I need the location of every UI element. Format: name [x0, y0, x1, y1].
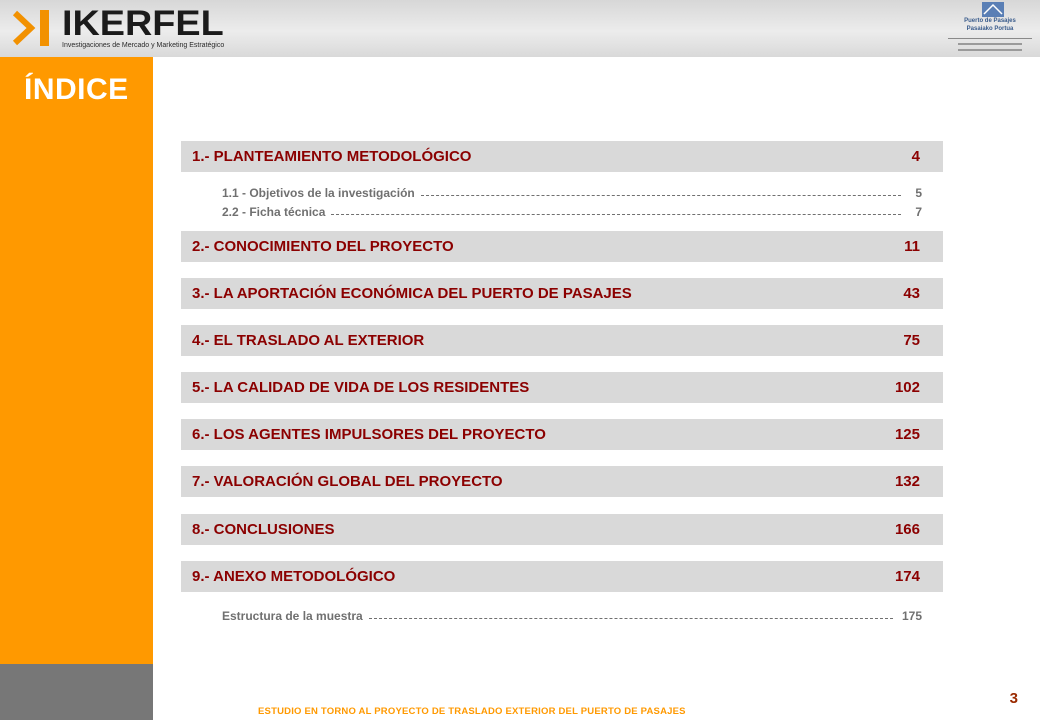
toc-section-page: 166	[894, 521, 920, 538]
dotted-leader	[368, 617, 893, 619]
sidebar-footer-block	[0, 664, 153, 720]
toc-section-page: 102	[894, 379, 920, 396]
page-number: 3	[1009, 690, 1018, 707]
sidebar-accent	[0, 57, 153, 664]
toc-section-label: 9.- ANEXO METODOLÓGICO	[192, 568, 396, 585]
partner-name-line2: Pasaiako Portua	[966, 26, 1014, 32]
dotted-leader	[420, 194, 901, 196]
toc-section[interactable]: 4.- EL TRASLADO AL EXTERIOR 75	[181, 325, 943, 356]
puerto-pasajes-logo: Puerto de Pasajes Pasaiako Portua	[944, 0, 1036, 57]
toc-section-label: 3.- LA APORTACIÓN ECONÓMICA DEL PUERTO D…	[192, 285, 632, 302]
toc-section-page: 4	[911, 148, 920, 165]
toc-section[interactable]: 5.- LA CALIDAD DE VIDA DE LOS RESIDENTES…	[181, 372, 943, 403]
brand-tagline: Investigaciones de Mercado y Marketing E…	[62, 42, 225, 49]
toc-section-page: 125	[894, 426, 920, 443]
brand-name: IKERFEL	[62, 4, 224, 43]
toc-section-label: 8.- CONCLUSIONES	[192, 521, 335, 538]
header-bar: IKERFEL Investigaciones de Mercado y Mar…	[0, 0, 1040, 57]
toc-subsection-page: 7	[915, 205, 922, 219]
toc-section[interactable]: 3.- LA APORTACIÓN ECONÓMICA DEL PUERTO D…	[181, 278, 943, 309]
toc-section-page: 11	[904, 238, 920, 255]
toc-section-label: 7.- VALORACIÓN GLOBAL DEL PROYECTO	[192, 473, 503, 490]
toc-section-label: 4.- EL TRASLADO AL EXTERIOR	[192, 332, 425, 349]
toc-section[interactable]: 9.- ANEXO METODOLÓGICO 174	[181, 561, 943, 592]
toc-section-label: 5.- LA CALIDAD DE VIDA DE LOS RESIDENTES	[192, 379, 530, 396]
toc-section-label: 2.- CONOCIMIENTO DEL PROYECTO	[192, 238, 454, 255]
toc-section-label: 6.- LOS AGENTES IMPULSORES DEL PROYECTO	[192, 426, 546, 443]
toc-subsection[interactable]: Estructura de la muestra 175	[222, 608, 922, 624]
toc-subsection-label: 2.2 - Ficha técnica	[222, 205, 326, 219]
ikerfel-mark-icon	[10, 6, 54, 50]
toc-subsection[interactable]: 1.1 - Objetivos de la investigación 5	[222, 185, 922, 201]
toc-section-page: 174	[894, 568, 920, 585]
dotted-leader	[331, 213, 901, 215]
toc-subsection[interactable]: 2.2 - Ficha técnica 7	[222, 204, 922, 220]
toc-section-page: 132	[894, 473, 920, 490]
toc-section-page: 75	[903, 332, 920, 349]
ikerfel-logo: IKERFEL Investigaciones de Mercado y Mar…	[10, 6, 224, 50]
toc-section[interactable]: 2.- CONOCIMIENTO DEL PROYECTO 11	[181, 231, 943, 262]
toc-section-label: 1.- PLANTEAMIENTO METODOLÓGICO	[192, 148, 472, 165]
page-title: ÍNDICE	[24, 73, 129, 106]
toc-section[interactable]: 6.- LOS AGENTES IMPULSORES DEL PROYECTO …	[181, 419, 943, 450]
toc-section[interactable]: 8.- CONCLUSIONES 166	[181, 514, 943, 545]
toc-subsection-label: Estructura de la muestra	[222, 609, 363, 623]
toc-subsection-label: 1.1 - Objetivos de la investigación	[222, 186, 415, 200]
port-emblem-icon	[982, 2, 1004, 17]
footer-study-title: ESTUDIO EN TORNO AL PROYECTO DE TRASLADO…	[258, 706, 686, 717]
toc-subsection-page: 175	[901, 609, 922, 623]
partner-name-line1: Puerto de Pasajes	[964, 18, 1016, 24]
toc-section[interactable]: 7.- VALORACIÓN GLOBAL DEL PROYECTO 132	[181, 466, 943, 497]
toc-section-page: 43	[903, 285, 920, 302]
toc-subsection-page: 5	[915, 186, 922, 200]
partner-divider	[948, 38, 1032, 39]
toc-section[interactable]: 1.- PLANTEAMIENTO METODOLÓGICO 4	[181, 141, 943, 172]
